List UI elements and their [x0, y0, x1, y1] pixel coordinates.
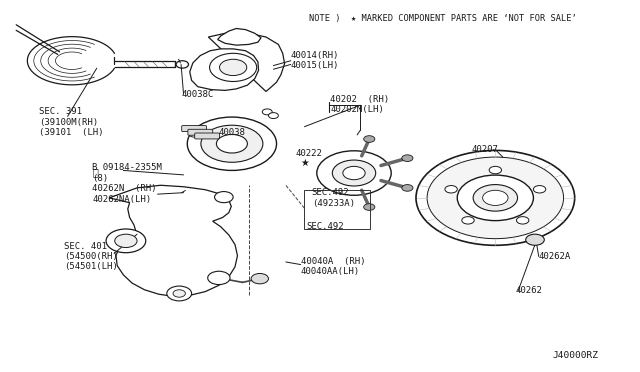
Text: SEC.492: SEC.492 [307, 222, 344, 231]
Circle shape [462, 217, 474, 224]
Circle shape [457, 175, 533, 221]
Circle shape [427, 157, 564, 239]
Circle shape [209, 53, 257, 81]
Text: 40040A  (RH)
40040AA(LH): 40040A (RH) 40040AA(LH) [301, 257, 365, 276]
Polygon shape [209, 33, 285, 92]
Polygon shape [218, 29, 261, 45]
Circle shape [525, 234, 544, 245]
Circle shape [332, 160, 376, 186]
FancyBboxPatch shape [188, 129, 212, 135]
Text: SEC. 401
(54500(RH)
(54501(LH): SEC. 401 (54500(RH) (54501(LH) [64, 241, 118, 271]
Circle shape [214, 192, 233, 203]
Circle shape [262, 109, 272, 115]
Circle shape [533, 186, 546, 193]
Text: Ⓑ: Ⓑ [92, 167, 99, 177]
Text: 40222: 40222 [296, 149, 323, 158]
Circle shape [106, 229, 146, 253]
Circle shape [173, 290, 186, 297]
Circle shape [115, 234, 137, 247]
Text: SEC.492
(49233A): SEC.492 (49233A) [312, 188, 355, 208]
Text: J40000RZ: J40000RZ [553, 351, 599, 360]
Circle shape [483, 190, 508, 205]
Circle shape [489, 166, 502, 174]
Circle shape [473, 185, 518, 211]
Text: 40038C: 40038C [182, 90, 214, 99]
Circle shape [193, 128, 203, 134]
Circle shape [176, 61, 189, 68]
Circle shape [220, 59, 247, 76]
Circle shape [402, 185, 413, 191]
Text: 40038: 40038 [219, 128, 246, 137]
Circle shape [208, 271, 230, 285]
Text: 40207: 40207 [472, 145, 499, 154]
Text: 40014(RH)
40015(LH): 40014(RH) 40015(LH) [291, 51, 339, 70]
Circle shape [201, 125, 263, 162]
Text: 40202  (RH)
40202M(LH): 40202 (RH) 40202M(LH) [330, 95, 390, 114]
Circle shape [189, 131, 199, 137]
Text: 40262: 40262 [515, 286, 542, 295]
Circle shape [364, 204, 375, 211]
Text: 40262A: 40262A [539, 252, 571, 261]
Circle shape [167, 286, 191, 301]
Circle shape [251, 273, 268, 284]
Circle shape [216, 135, 248, 153]
Text: SEC. 391
(39100M(RH)
(39101  (LH): SEC. 391 (39100M(RH) (39101 (LH) [39, 108, 104, 137]
Circle shape [416, 150, 575, 245]
Circle shape [343, 166, 365, 180]
Text: ★: ★ [300, 158, 308, 168]
FancyBboxPatch shape [182, 126, 207, 132]
Text: NOTE )  ★ MARKED COMPONENT PARTS ARE ‘NOT FOR SALE’: NOTE ) ★ MARKED COMPONENT PARTS ARE ‘NOT… [309, 14, 577, 23]
Text: 40262N  (RH)
40262NA(LH): 40262N (RH) 40262NA(LH) [92, 185, 157, 204]
Polygon shape [109, 185, 237, 296]
Circle shape [516, 217, 529, 224]
Circle shape [402, 155, 413, 161]
Circle shape [317, 151, 391, 195]
Circle shape [445, 186, 458, 193]
Circle shape [364, 136, 375, 142]
Circle shape [188, 117, 276, 170]
Polygon shape [189, 49, 259, 90]
FancyBboxPatch shape [195, 133, 220, 139]
Text: B 09184-2355M
(8): B 09184-2355M (8) [92, 163, 163, 183]
Circle shape [268, 113, 278, 119]
